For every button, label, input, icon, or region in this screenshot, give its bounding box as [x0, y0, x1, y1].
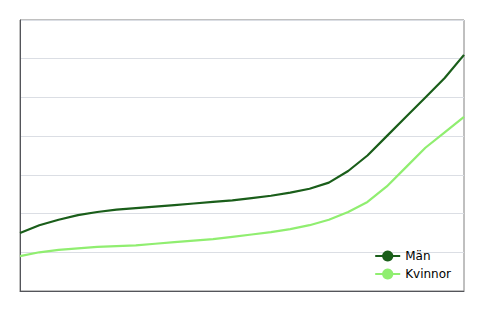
svg-text:Kvinnor: Kvinnor [405, 267, 451, 281]
svg-text:Män: Män [405, 249, 430, 263]
